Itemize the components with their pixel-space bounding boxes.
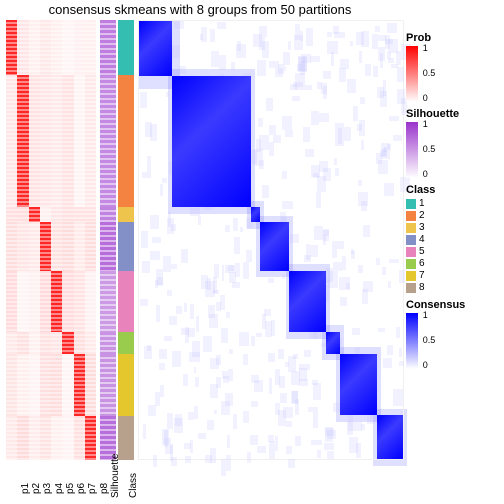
prob-col-p3	[29, 20, 40, 460]
class-legend-row-8: 8	[406, 282, 500, 293]
class-legend-title: Class	[406, 184, 500, 196]
class-swatch-4	[406, 235, 416, 245]
xlabel-silhouette: Silhouette	[110, 454, 121, 498]
class-legend-row-3: 3	[406, 222, 500, 233]
chart-title: consensus skmeans with 8 groups from 50 …	[0, 2, 400, 17]
silhouette-column	[100, 20, 116, 460]
xlabel-class: Class	[128, 473, 139, 498]
class-legend-row-5: 5	[406, 246, 500, 257]
prob-col-p4	[40, 20, 51, 460]
class-label-7: 7	[419, 270, 425, 281]
class-label-6: 6	[419, 258, 425, 269]
xlabel-p8: p8	[99, 483, 110, 494]
consensus-matrix	[138, 20, 404, 460]
consensus-gradient	[406, 313, 418, 369]
xlabel-p1: p1	[20, 483, 31, 494]
xlabel-p3: p3	[42, 483, 53, 494]
class-swatch-1	[406, 199, 416, 209]
class-label-3: 3	[419, 222, 425, 233]
xlabel-p2: p2	[31, 483, 42, 494]
class-legend-row-6: 6	[406, 258, 500, 269]
class-swatch-5	[406, 247, 416, 257]
prob-gradient	[406, 46, 418, 102]
prob-ticks: 10.50	[423, 46, 453, 102]
class-swatch-7	[406, 271, 416, 281]
sil-legend-title: Silhouette	[406, 108, 500, 120]
class-label-4: 4	[419, 234, 425, 245]
class-label-5: 5	[419, 246, 425, 257]
class-label-8: 8	[419, 282, 425, 293]
class-legend-row-4: 4	[406, 234, 500, 245]
xlabel-p5: p5	[65, 483, 76, 494]
prob-col-p6	[62, 20, 73, 460]
class-label-1: 1	[419, 198, 425, 209]
prob-col-p7	[74, 20, 85, 460]
class-column	[118, 20, 134, 460]
sil-gradient	[406, 122, 418, 178]
class-label-2: 2	[419, 210, 425, 221]
class-legend-row-7: 7	[406, 270, 500, 281]
class-swatch-2	[406, 211, 416, 221]
prob-col-p8	[85, 20, 96, 460]
class-swatch-8	[406, 283, 416, 293]
main-plot	[6, 20, 404, 460]
prob-col-p5	[51, 20, 62, 460]
consensus-ticks: 10.50	[423, 313, 453, 369]
prob-col-p1	[6, 20, 17, 460]
legends-panel: Prob 10.50 Silhouette 10.50 Class 123456…	[406, 26, 500, 369]
xlabel-p6: p6	[76, 483, 87, 494]
class-swatch-3	[406, 223, 416, 233]
probability-heatmap	[6, 20, 96, 460]
class-legend-row-2: 2	[406, 210, 500, 221]
consensus-legend-title: Consensus	[406, 299, 500, 311]
prob-legend-title: Prob	[406, 32, 500, 44]
class-swatch-6	[406, 259, 416, 269]
xlabel-p4: p4	[54, 483, 65, 494]
sil-ticks: 10.50	[423, 122, 453, 178]
class-legend: 12345678	[406, 198, 500, 293]
x-axis-labels: p1p2p3p4p5p6p7p8SilhouetteClass	[6, 460, 404, 500]
prob-col-p2	[17, 20, 28, 460]
xlabel-p7: p7	[87, 483, 98, 494]
class-legend-row-1: 1	[406, 198, 500, 209]
